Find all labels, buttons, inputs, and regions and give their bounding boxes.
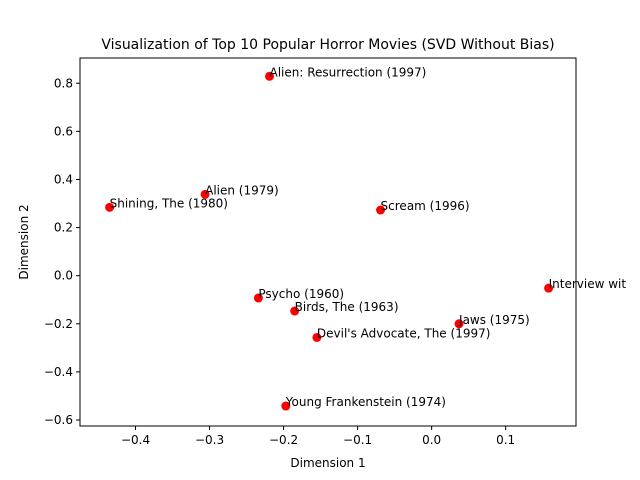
x-axis: −0.4 −0.3 −0.2 −0.1 0.0 0.1 [121,426,515,447]
data-point [265,71,275,81]
chart-title: Visualization of Top 10 Popular Horror M… [101,37,554,53]
y-tick-label: −0.4 [44,365,73,379]
x-tick-label: −0.2 [269,433,298,447]
data-point [253,293,263,303]
x-tick-label: 0.0 [422,433,441,447]
data-point [312,332,322,342]
data-point [454,319,464,329]
point-label: Alien: Resurrection (1997) [270,65,427,79]
y-tick-label: 0.6 [54,124,73,138]
data-point [290,306,300,316]
y-axis: −0.6 −0.4 −0.2 0.0 0.2 0.4 0.6 0.8 [44,76,80,427]
point-label: Jaws (1975) [458,313,530,327]
x-tick-label: −0.4 [121,433,150,447]
point-label: Young Frankenstein (1974) [285,395,446,409]
y-axis-label: Dimension 2 [17,204,31,279]
points-layer: Alien: Resurrection (1997) Alien (1979)Sh… [105,65,627,411]
point-label: Birds, The (1963) [295,300,399,314]
data-point [105,202,115,212]
point-label: Psycho (1960) [258,287,344,301]
point-label: Alien (1979) [205,183,279,197]
y-tick-label: −0.6 [44,413,73,427]
y-tick-label: 0.4 [54,172,73,186]
point-label: Devil's Advocate, The (1997) [317,326,491,340]
x-tick-label: −0.3 [195,433,224,447]
point-label: Scream (1996) [381,199,470,213]
y-tick-label: −0.2 [44,317,73,331]
x-tick-label: −0.1 [343,433,372,447]
x-axis-label: Dimension 1 [290,456,365,470]
data-point [281,401,291,411]
data-point [376,205,386,215]
data-point [544,283,554,293]
point-label: Interview wit [549,277,627,291]
x-tick-label: 0.1 [496,433,515,447]
y-tick-label: 0.2 [54,221,73,235]
y-tick-label: 0.8 [54,76,73,90]
data-point [200,189,210,199]
plot-frame [79,57,577,427]
point-label: Shining, The (1980) [110,196,228,210]
y-tick-label: 0.0 [54,269,73,283]
